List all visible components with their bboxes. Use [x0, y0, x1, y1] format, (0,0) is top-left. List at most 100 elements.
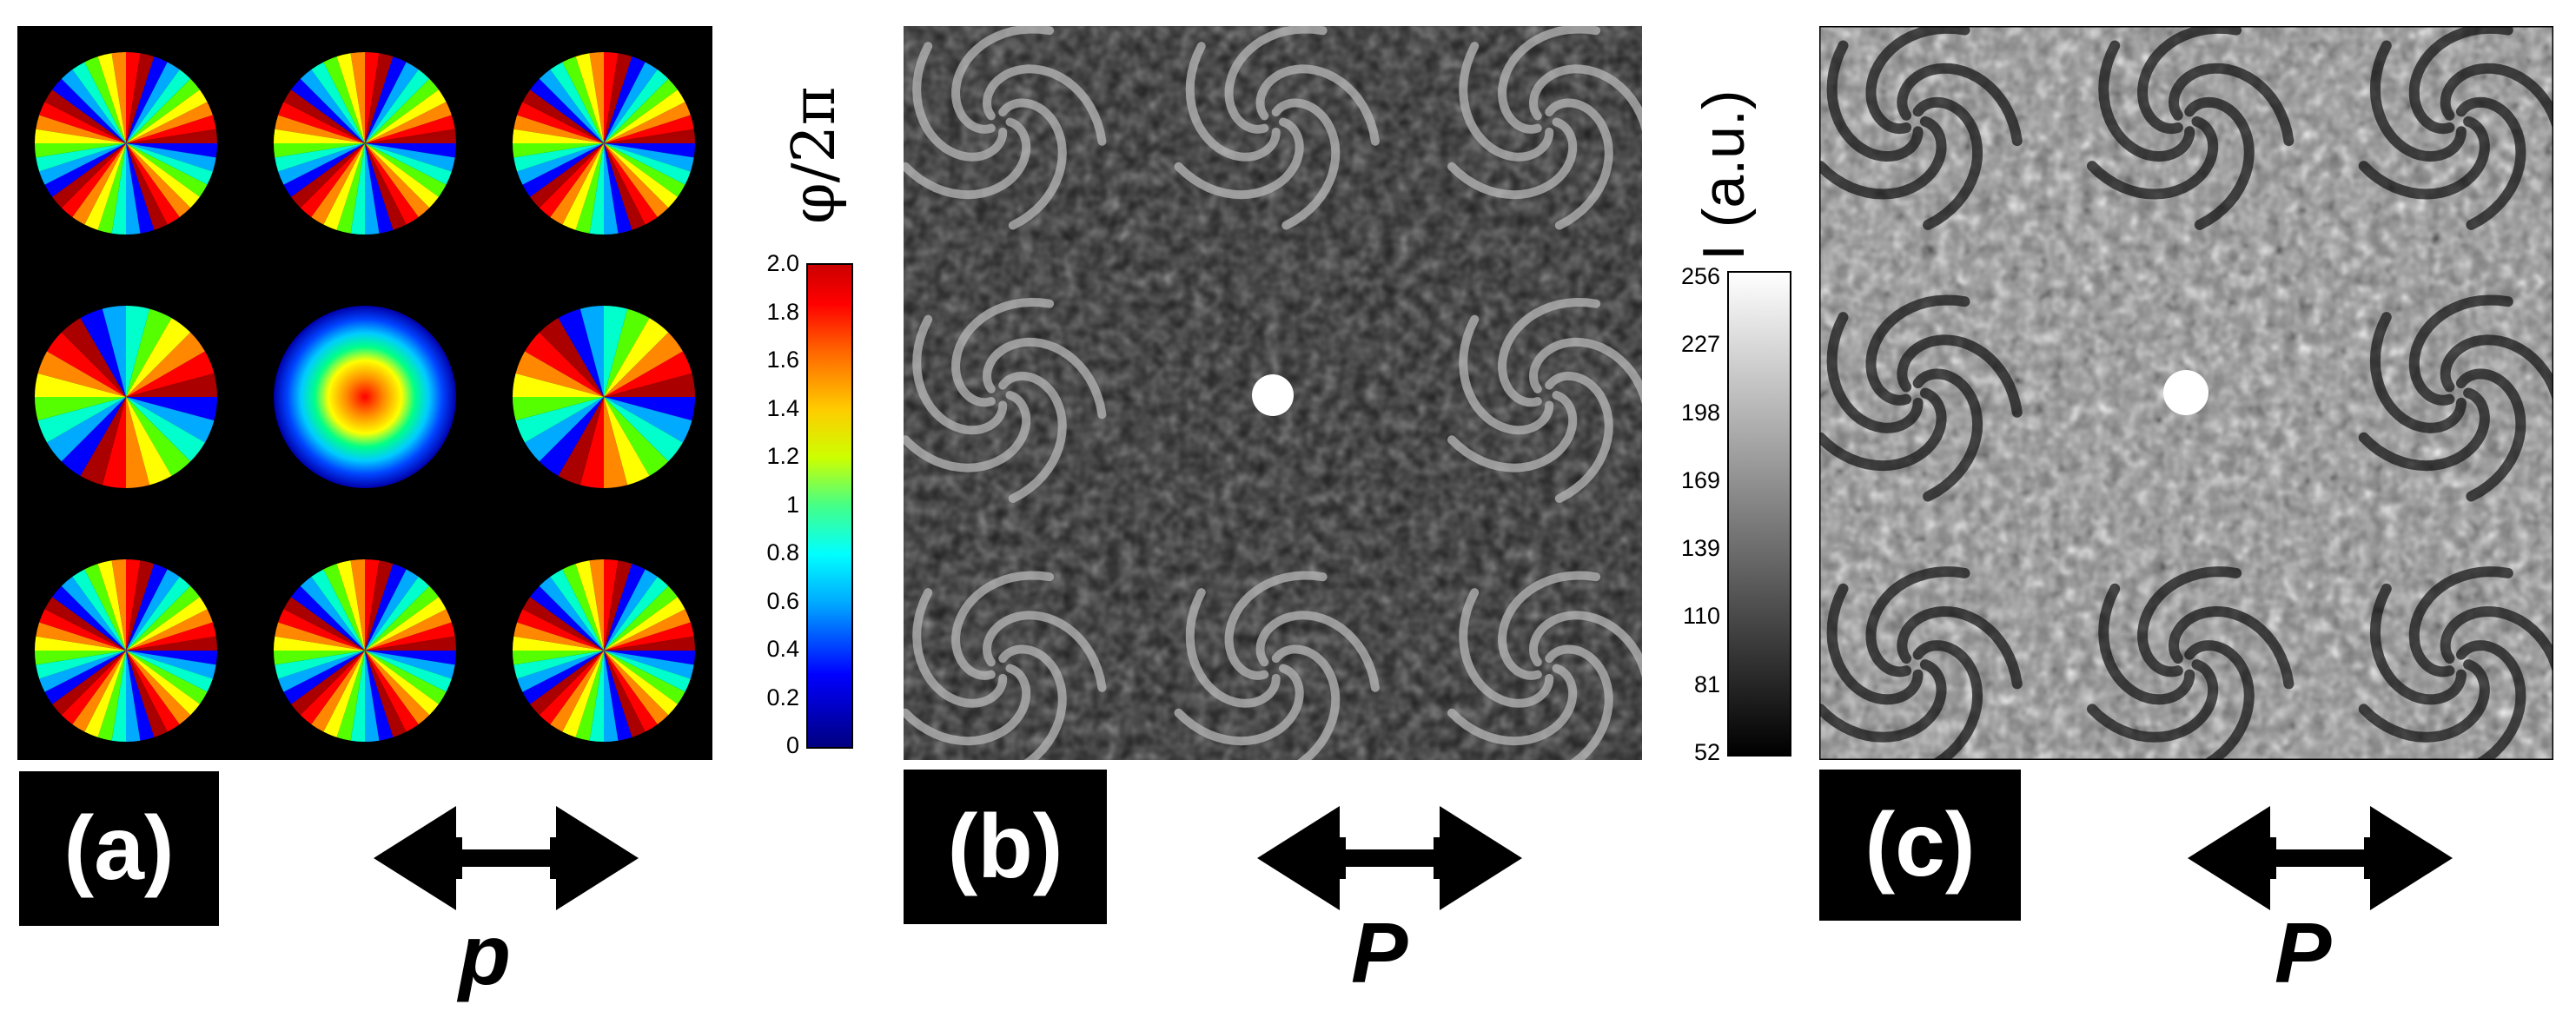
vortex-arm	[1255, 64, 1380, 146]
vortex-arm	[1865, 294, 1970, 406]
vortex-arm	[2455, 368, 2526, 502]
vortex-arm	[1897, 334, 2023, 418]
vortex-arm	[2408, 26, 2513, 135]
vortex-arm	[1224, 571, 1328, 680]
vortex-arm	[1545, 644, 1613, 760]
vortex-arm	[1865, 566, 1970, 677]
vortex-arm	[1545, 371, 1613, 503]
phase-colorbar-title: φ/2π	[780, 86, 849, 224]
vortex-arm	[1447, 664, 1578, 746]
vortex-arm	[982, 337, 1107, 420]
vortex-arm	[2098, 583, 2195, 705]
intensity-colorbar-title: I (a.u.)	[1691, 89, 1757, 261]
panel-label-c: (c)	[1819, 770, 2021, 921]
phase-mask	[34, 52, 217, 235]
vortex-arm	[1819, 387, 1947, 472]
vortex-arm	[951, 571, 1055, 680]
phase-mask	[513, 306, 695, 488]
intensity-tick-label: 52	[1693, 739, 1720, 765]
vortex-arm	[912, 588, 1008, 708]
phase-mask-panel	[17, 26, 712, 760]
vortex-arm	[1498, 571, 1601, 680]
vortex-arm	[1819, 659, 1947, 743]
vortex-arm	[998, 644, 1067, 760]
phase-mask	[34, 559, 217, 742]
polarization-label-b: P	[1351, 905, 1408, 1001]
phase-tick-label: 0.4	[766, 636, 799, 662]
vortex-arm	[2087, 659, 2219, 743]
vortex-arm	[912, 42, 1008, 162]
vortex-arm	[1271, 98, 1341, 230]
phase-tick-label: 1.4	[766, 394, 799, 421]
vortex-arm	[1498, 297, 1601, 407]
vortex-arm	[1224, 26, 1328, 134]
phase-mask	[35, 306, 217, 488]
vortex-arm	[1528, 611, 1642, 678]
vortex-arm	[2369, 40, 2467, 162]
vortex-arm	[1185, 42, 1281, 162]
vortex-arm	[1865, 26, 1970, 135]
vortex-arm	[2358, 116, 2490, 200]
vortex-arm	[2440, 63, 2553, 132]
intensity-tick-label: 81	[1693, 671, 1720, 697]
vortex-arm	[2369, 312, 2467, 433]
vortex-arm	[1819, 116, 1947, 200]
panel-label-a: (a)	[19, 771, 219, 926]
vortex-arm	[1459, 314, 1554, 435]
vortex-arm	[2358, 387, 2490, 472]
vortex-arm	[1897, 63, 2023, 147]
vortex-arm	[2137, 566, 2242, 677]
polarization-arrow-c	[2188, 806, 2453, 910]
phase-tick-label: 0.8	[766, 539, 799, 565]
vortex-arm	[1826, 312, 1924, 433]
vortex-arm	[1826, 583, 1924, 705]
vortex-arm	[2168, 605, 2295, 690]
vortex-arm	[2440, 605, 2553, 676]
vortex-arm	[1912, 368, 1983, 502]
polarization-arrow-b	[1257, 806, 1522, 910]
vortex-arm	[951, 297, 1055, 407]
polarization-label-c: P	[2275, 905, 2332, 1001]
vortex-arm	[1271, 644, 1341, 760]
phase-tick-label: 0.6	[766, 587, 799, 614]
phase-mask	[513, 559, 695, 742]
phase-mask	[274, 306, 456, 488]
vortex-arm	[1912, 640, 1983, 760]
vortex-arm	[912, 314, 1008, 435]
phase-tick-label: 2.0	[766, 250, 799, 276]
phase-tick-label: 1	[785, 491, 799, 518]
intensity-panel-b	[904, 26, 1642, 760]
vortex-arm	[2184, 96, 2255, 230]
phase-tick-label: 1.2	[766, 443, 799, 469]
intensity-tick-label: 256	[1680, 263, 1720, 289]
vortex-arm	[1897, 605, 2023, 690]
intensity-tick-label: 110	[1682, 603, 1720, 630]
vortex-arm	[904, 664, 1031, 746]
phase-tick-label: 0.2	[766, 684, 799, 710]
vortex-arm	[1447, 117, 1578, 200]
polarization-arrow-a	[374, 806, 639, 910]
vortex-arm	[2137, 26, 2242, 135]
phase-mask	[273, 559, 456, 742]
vortex-arm	[2408, 566, 2513, 677]
vortex-arm	[1528, 64, 1642, 132]
vortex-arm	[2098, 40, 2195, 162]
phase-mask	[513, 52, 695, 235]
intensity-tick-label: 169	[1680, 466, 1720, 493]
phase-colorbar	[806, 263, 853, 749]
vortex-arm	[1826, 40, 1924, 162]
intensity-tick-label: 139	[1680, 535, 1720, 562]
vortex-arm	[998, 371, 1067, 503]
vortex-arm	[1185, 588, 1281, 708]
vortex-arm	[904, 117, 1031, 200]
vortex-arm	[1174, 664, 1304, 746]
vortex-arm	[904, 391, 1031, 472]
phase-mask	[273, 52, 456, 235]
intensity-colorbar	[1727, 271, 1791, 757]
polarization-label-a: p	[459, 907, 511, 1002]
center-spot	[1252, 374, 1294, 416]
vortex-arm	[2087, 116, 2219, 200]
vortex-arm	[2184, 640, 2255, 760]
vortex-arm	[1912, 96, 1983, 230]
vortex-arm	[1459, 588, 1554, 708]
